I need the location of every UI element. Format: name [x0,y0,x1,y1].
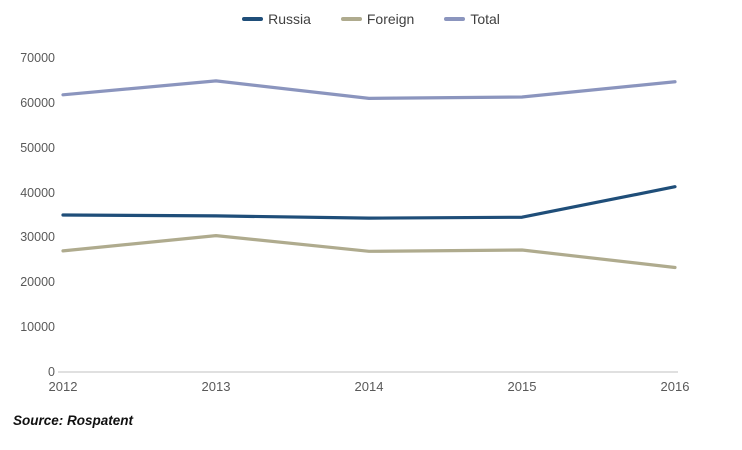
y-tick-label-0: 0 [48,365,55,379]
series-line-foreign[interactable] [61,234,677,270]
y-tick-label-70000: 70000 [20,51,55,65]
legend-label-russia: Russia [268,11,311,27]
y-tick-label-10000: 10000 [20,320,55,335]
legend-item-total[interactable]: Total [444,11,500,27]
chart-legend: Russia Foreign Total [0,8,742,30]
y-tick-label-30000: 30000 [20,230,55,245]
x-tick-label-2014: 2014 [354,379,384,394]
y-tick-label-20000: 20000 [20,275,55,290]
source-note: Source: Rospatent [13,413,134,428]
legend-label-foreign: Foreign [366,11,415,27]
series-line-russia[interactable] [61,185,677,220]
total-line-swatch [444,17,466,21]
y-tick-label-50000: 50000 [20,140,55,155]
russia-line-swatch [242,17,264,21]
y-tick-label-60000: 60000 [20,95,55,110]
x-tick-label-2015: 2015 [507,379,537,394]
legend-item-russia[interactable]: Russia [242,11,311,27]
x-tick-label-2013: 2013 [201,379,231,394]
foreign-line-swatch [340,17,362,21]
y-tick-label-40000: 40000 [20,185,55,200]
legend-label-total: Total [470,11,500,27]
series-line-total[interactable] [61,79,677,100]
x-tick-label-2016: 2016 [660,379,690,394]
x-tick-label-2012: 2012 [48,379,78,394]
legend-item-foreign[interactable]: Foreign [340,11,415,27]
